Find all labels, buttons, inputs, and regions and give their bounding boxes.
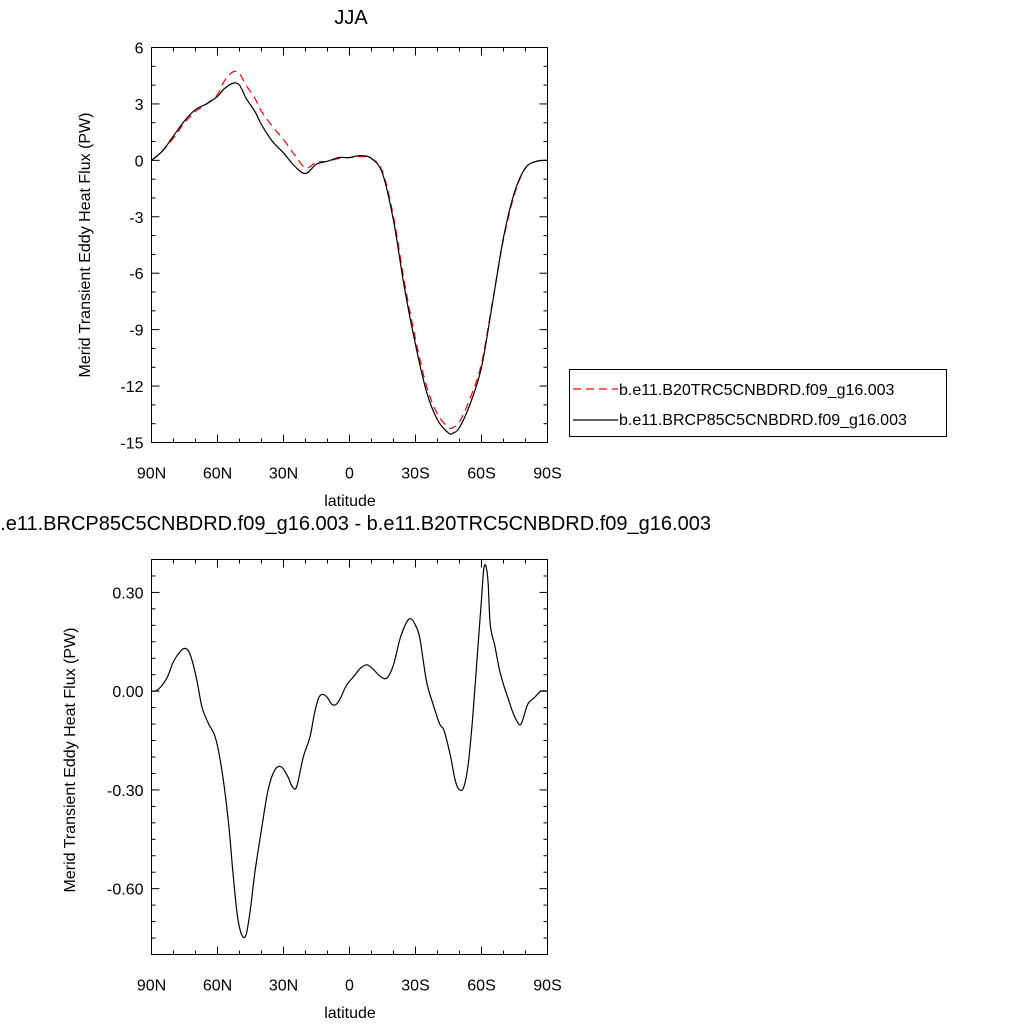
top-x-tick-label: 90N [137,466,166,483]
bottom-x-tick-label: 90N [137,978,166,995]
top-y-tick-label: -15 [120,436,143,453]
top-y-tick-label: 3 [135,97,144,114]
top-x-axis-label: latitude [324,493,376,510]
top-axes: 90N 60N 30N 0 30S 60S 90S 6 3 0 -3 -6 -9 -12 -15 [120,41,561,483]
bottom-x-tick-label: 60N [203,978,232,995]
bottom-x-tick-label: 0 [345,978,354,995]
top-x-tick-label: 90S [533,466,561,483]
top-chart-title: JJA [334,7,368,29]
top-x-tick-label: 30S [401,466,429,483]
top-y-tick-label: -6 [129,266,143,283]
top-y-axis-label: Merid Transient Eddy Heat Flux (PW) [77,113,94,378]
top-series-line-1 [151,70,548,430]
bottom-x-tick-label: 90S [533,978,561,995]
legend-label-b20trc: b.e11.B20TRC5CNBDRD.f09_g16.003 [619,382,895,399]
bottom-panel: b.e11.BRCP85C5CNBDRD.f09_g16.003 - b.e11… [0,513,711,1022]
bottom-axes: 90N 60N 30N 0 30S 60S 90S 0.30 0.00 -0.30 -0.60 [107,559,562,995]
top-y-tick-label: 0 [135,153,144,170]
top-x-tick-label: 60N [203,466,232,483]
bottom-y-tick-label: -0.60 [107,882,144,899]
bottom-series-line-1 [151,564,548,939]
legend-label-brcp85: b.e11.BRCP85C5CNBDRD.f09_g16.003 [619,412,907,429]
top-y-tick-label: -3 [129,210,143,227]
top-y-tick-label: 6 [135,41,144,58]
bottom-series-group [151,564,548,939]
bottom-x-axis-label: latitude [324,1005,376,1022]
top-x-tick-label: 60S [467,466,495,483]
legend: b.e11.B20TRC5CNBDRD.f09_g16.003 b.e11.BR… [569,369,947,437]
top-plot-frame [151,47,548,443]
top-series-group [151,70,548,435]
bottom-y-tick-label: -0.30 [107,783,144,800]
bottom-x-tick-label: 30N [269,978,298,995]
top-x-tick-label: 0 [345,466,354,483]
bottom-y-tick-label: 0.30 [112,585,143,602]
bottom-chart-title: b.e11.BRCP85C5CNBDRD.f09_g16.003 - b.e11… [0,513,711,535]
legend-box [569,369,947,437]
top-x-tick-label: 30N [269,466,298,483]
top-y-tick-label: -12 [120,379,143,396]
top-panel: JJA Merid Transient Eddy Heat Flux (PW) … [77,7,947,510]
bottom-y-tick-label: 0.00 [112,684,143,701]
bottom-x-tick-label: 60S [467,978,495,995]
top-series-line-2 [151,82,548,435]
top-y-tick-label: -9 [129,323,143,340]
bottom-y-axis-label: Merid Transient Eddy Heat Flux (PW) [62,628,79,893]
bottom-plot-frame [151,559,548,955]
bottom-x-tick-label: 30S [401,978,429,995]
